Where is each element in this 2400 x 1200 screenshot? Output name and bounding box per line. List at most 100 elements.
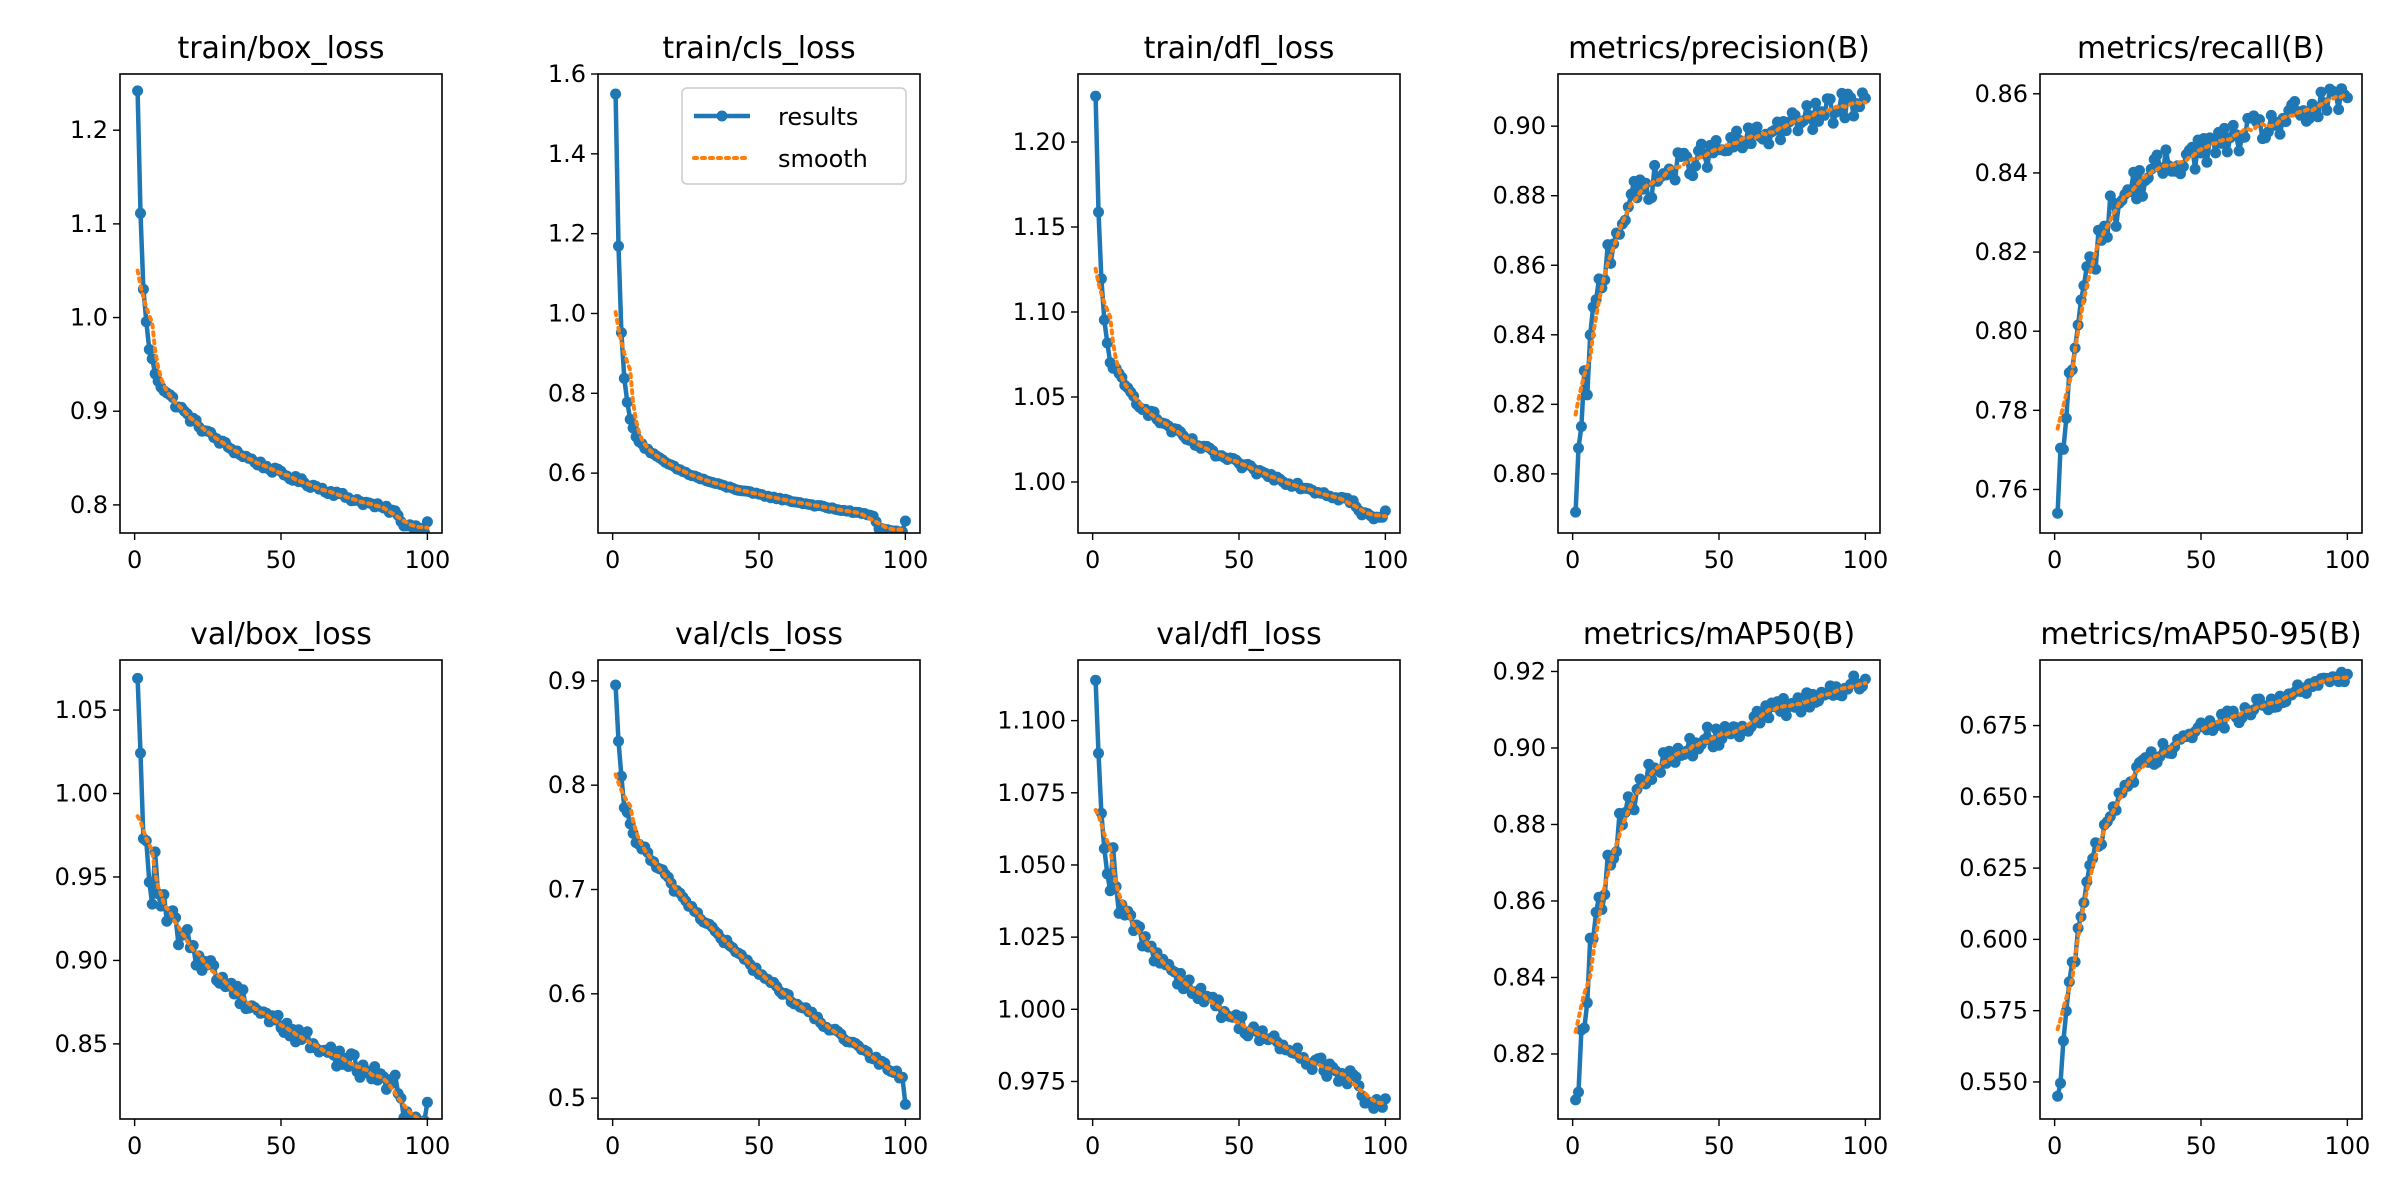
results-point	[1745, 138, 1757, 150]
y-tick-label: 1.075	[997, 779, 1066, 807]
y-tick-label: 0.8	[548, 379, 586, 407]
smooth-line	[1573, 681, 1868, 1034]
results-point	[1350, 1071, 1362, 1083]
y-tick-label: 0.675	[1959, 712, 2028, 740]
subplot-title: metrics/mAP50(B)	[1583, 617, 1855, 652]
results-point	[1098, 843, 1110, 855]
results-point	[1306, 1064, 1318, 1075]
subplot-title: train/dfl_loss	[1144, 31, 1335, 66]
y-tick-label: 0.975	[997, 1067, 1066, 1095]
y-tick-label: 1.20	[1013, 128, 1066, 156]
results-point	[1801, 100, 1813, 112]
results-point	[2274, 128, 2286, 140]
smooth-line	[2055, 675, 2350, 1032]
y-tick-label: 0.85	[55, 1030, 108, 1058]
plot-area	[1090, 90, 1391, 525]
results-point	[1090, 674, 1102, 686]
results-point	[624, 413, 636, 425]
results-point	[2160, 144, 2172, 156]
legend: results smooth	[681, 87, 907, 185]
y-tick-label: 0.575	[1959, 997, 2028, 1025]
subplot-8: val/dfl_loss 0 50 100 0.975 1.000 1.025 1.050 1.…	[997, 617, 1408, 1160]
plot-area	[2052, 83, 2353, 519]
subplot-title: metrics/precision(B)	[1568, 31, 1870, 66]
y-tick-label: 0.86	[1493, 251, 1546, 279]
results-point	[1578, 1022, 1590, 1034]
results-point	[208, 959, 220, 971]
results-point	[135, 747, 146, 759]
legend-smooth-label: smooth	[778, 145, 868, 173]
results-point	[301, 1026, 313, 1038]
y-tick-label: 1.0	[70, 304, 108, 332]
y-tick-label: 1.15	[1013, 213, 1066, 241]
plot-area	[1090, 674, 1391, 1114]
x-tick-label: 0	[1565, 546, 1580, 574]
y-tick-label: 0.6	[548, 980, 586, 1008]
x-tick-label: 100	[2324, 546, 2370, 574]
results-point	[1213, 994, 1224, 1006]
results-point	[1839, 112, 1851, 124]
results-point	[1236, 1011, 1248, 1023]
subplot-9: metrics/mAP50(B) 0 50 100 0.82 0.84 0.86 0.88 0.…	[1493, 617, 1889, 1160]
results-point	[1581, 389, 1593, 401]
results-point	[615, 770, 627, 782]
results-point	[143, 344, 155, 355]
results-point	[421, 516, 433, 528]
y-tick-label: 0.84	[1493, 321, 1546, 349]
x-tick-label: 0	[1085, 1132, 1100, 1160]
x-tick-label: 100	[1362, 546, 1408, 574]
results-point	[613, 240, 624, 252]
results-point	[1379, 505, 1391, 517]
y-tick-label: 0.550	[1959, 1068, 2028, 1096]
results-point	[1859, 673, 1871, 685]
results-point	[2221, 146, 2233, 158]
results-point	[1807, 124, 1819, 135]
results-point	[2218, 122, 2230, 134]
plot-area	[610, 88, 911, 533]
results-point	[1763, 138, 1775, 150]
results-point	[135, 207, 146, 219]
results-point	[2137, 190, 2148, 202]
plot-area	[132, 672, 433, 1119]
y-tick-label: 1.05	[1013, 383, 1066, 411]
y-tick-label: 1.1	[70, 210, 108, 238]
x-tick-label: 0	[2047, 1132, 2062, 1160]
x-tick-label: 0	[1085, 546, 1100, 574]
results-point	[1575, 421, 1587, 432]
results-point	[1763, 712, 1775, 724]
results-point	[1690, 160, 1702, 172]
results-point	[1101, 868, 1113, 880]
subplot-3: train/dfl_loss 0 50 100 1.00 1.05 1.10 1.15 1.20	[1013, 31, 1409, 574]
x-tick-label: 100	[1362, 1132, 1408, 1160]
results-point	[610, 679, 622, 691]
y-tick-label: 0.8	[70, 491, 108, 519]
results-point	[1292, 1042, 1303, 1054]
results-point	[2312, 111, 2324, 123]
subplot-title: metrics/recall(B)	[2077, 31, 2325, 66]
results-point	[1827, 117, 1839, 129]
y-tick-label: 0.92	[1493, 657, 1546, 685]
results-point	[1710, 135, 1722, 146]
results-point	[1101, 337, 1113, 349]
results-point	[2134, 165, 2145, 176]
y-tick-label: 0.90	[1493, 734, 1546, 762]
subplot-6: val/box_loss 0 50 100 0.85 0.90 0.95 1.00 1.05	[55, 617, 451, 1160]
results-point	[1649, 159, 1661, 171]
results-point	[1669, 174, 1681, 186]
y-tick-label: 1.000	[997, 995, 1066, 1023]
results-point	[173, 939, 184, 951]
x-tick-label: 50	[1704, 546, 1735, 574]
results-point	[2052, 507, 2064, 519]
results-point	[1701, 161, 1713, 173]
results-point	[2303, 113, 2315, 125]
results-point	[1775, 134, 1786, 146]
subplot-title: train/cls_loss	[662, 31, 855, 66]
x-tick-label: 100	[1842, 1132, 1888, 1160]
x-tick-label: 50	[2186, 1132, 2217, 1160]
results-point	[2110, 220, 2122, 232]
y-tick-label: 1.050	[997, 851, 1066, 879]
y-tick-label: 1.100	[997, 707, 1066, 735]
results-point	[610, 88, 622, 100]
x-tick-label: 100	[1842, 546, 1888, 574]
results-point	[1695, 138, 1707, 150]
